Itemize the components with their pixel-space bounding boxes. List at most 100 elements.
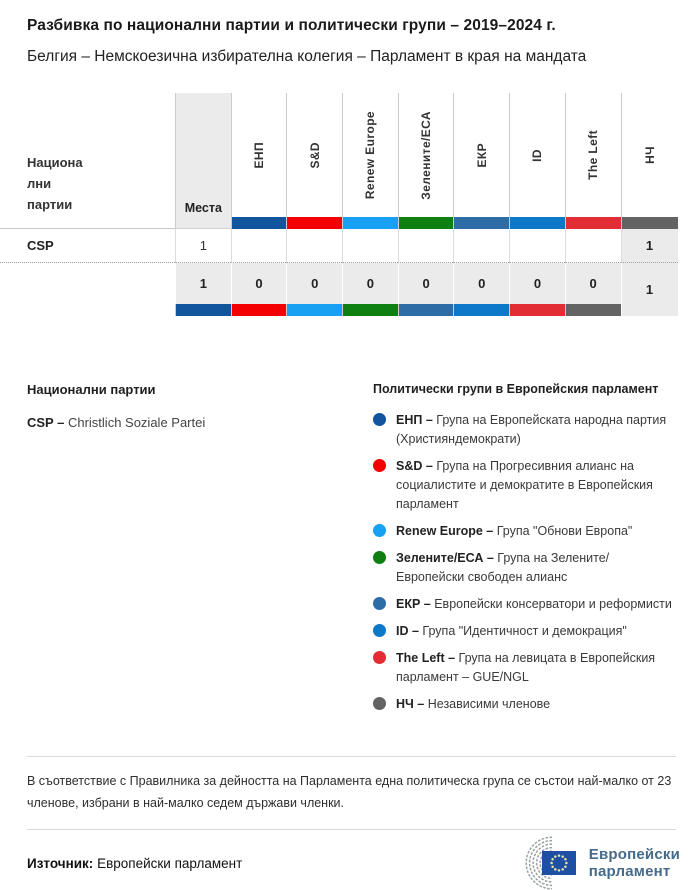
legend-text: ID – Група "Идентичност и демокрация"	[396, 624, 627, 638]
source-value: Европейски парламент	[97, 855, 243, 871]
legend-item: ЕНП – Група на Европейската народна парт…	[373, 411, 676, 449]
group-color-bar	[230, 304, 287, 316]
european-parliament-logo: Европейски парламент	[496, 836, 680, 890]
group-label: ID	[530, 148, 545, 162]
group-color-bar	[342, 304, 398, 316]
legend-text: Зелените/ЕСА – Група на Зелените/ Европе…	[396, 551, 610, 584]
group-label: ЕНП	[252, 141, 267, 169]
totals-row-spacer	[0, 263, 175, 304]
legend-item: ID – Група "Идентичност и демокрация"	[373, 622, 676, 641]
total-value: 0	[509, 263, 565, 304]
total-value: 1	[175, 263, 231, 304]
divider	[27, 829, 676, 830]
group-label: The Left	[586, 130, 601, 180]
page-title: Разбивка по национални партии и политиче…	[27, 17, 556, 34]
group-color-bar	[397, 217, 454, 229]
group-color-bar	[509, 217, 565, 229]
source-text: Източник: Европейски парламент	[27, 856, 242, 871]
group-color-dot	[373, 413, 386, 426]
legend-heading: Национални партии	[27, 382, 156, 397]
party-abbr: CSP –	[27, 415, 65, 430]
total-seats-value: 1	[620, 263, 678, 316]
cell-value	[564, 229, 621, 263]
legend-item: The Left – Група на левицата в Европейск…	[373, 649, 676, 687]
total-value: 0	[230, 263, 287, 304]
group-color-bar	[397, 304, 454, 316]
group-color-bar	[620, 217, 678, 229]
political-groups-legend: Политически групи в Европейския парламен…	[373, 382, 676, 722]
group-label: ЕКР	[474, 142, 489, 168]
legend-item: НЧ – Независими членове	[373, 695, 676, 714]
breakdown-table: Национа лни партии ЕНП S&D Renew Europe …	[0, 93, 700, 316]
legend-text: ЕНП – Група на Европейската народна парт…	[396, 413, 667, 446]
legend-item: Renew Europe – Група "Обнови Европа"	[373, 522, 676, 541]
group-color-dot	[373, 524, 386, 537]
group-color-dot	[373, 697, 386, 710]
divider	[27, 756, 676, 757]
header-line: лни	[27, 176, 52, 191]
cell-value	[453, 229, 510, 263]
page-subtitle: Белгия – Немскоезична избирателна колеги…	[27, 48, 587, 65]
cell-value	[286, 229, 343, 263]
group-color-bar	[564, 217, 621, 229]
cell-value	[397, 229, 454, 263]
legend-text: НЧ – Независими членове	[396, 697, 551, 711]
group-label: НЧ	[642, 146, 657, 164]
bottom-bar-spacer	[0, 304, 175, 316]
column-header-ni: НЧ	[620, 93, 678, 217]
group-color-bar	[175, 304, 231, 316]
cell-value	[342, 229, 398, 263]
group-label: Зелените/ЕСА	[419, 110, 434, 200]
group-color-dot	[373, 459, 386, 472]
header-line: Национа	[27, 155, 83, 170]
total-value: 0	[397, 263, 454, 304]
national-parties-legend: Национални партии CSP – Christlich Sozia…	[27, 382, 373, 722]
total-value: 0	[286, 263, 343, 304]
total-value: 0	[342, 263, 398, 304]
legends-section: Национални партии CSP – Christlich Sozia…	[27, 382, 676, 722]
column-header-ecr: ЕКР	[453, 93, 509, 217]
group-color-dot	[373, 597, 386, 610]
group-color-bar	[342, 217, 398, 229]
source-row: Източник: Европейски парламент	[27, 836, 680, 890]
group-color-bar	[230, 217, 287, 229]
source-label: Източник:	[27, 855, 94, 871]
column-header-renew: Renew Europe	[342, 93, 398, 217]
column-header-epp: ЕНП	[230, 93, 287, 217]
legend-text: The Left – Група на левицата в Европейск…	[396, 651, 656, 684]
column-header-greens: Зелените/ЕСА	[397, 93, 454, 217]
total-value: 0	[453, 263, 510, 304]
group-color-dot	[373, 651, 386, 664]
group-color-bar	[286, 217, 343, 229]
group-color-bar	[453, 304, 510, 316]
legend-item: Зелените/ЕСА – Група на Зелените/ Европе…	[373, 549, 676, 587]
group-color-bar	[564, 304, 621, 316]
group-color-dot	[373, 624, 386, 637]
column-header-id: ID	[509, 93, 565, 217]
legend-text: S&D – Група на Прогресивния алианс на со…	[396, 459, 653, 511]
parliament-hemicycle-icon	[525, 836, 576, 890]
group-color-bar	[453, 217, 510, 229]
row-seats-value: 1	[620, 229, 678, 263]
column-header-theleft: The Left	[564, 93, 621, 217]
logo-text: Европейски парламент	[589, 846, 680, 880]
footnote-text: В съответствие с Правилника за дейността…	[27, 774, 672, 810]
legend-item: S&D – Група на Прогресивния алианс на со…	[373, 457, 676, 514]
group-color-dot	[373, 551, 386, 564]
cell-value	[230, 229, 287, 263]
group-label: Renew Europe	[363, 110, 378, 200]
legend-heading: Политически групи в Европейския парламен…	[373, 382, 659, 396]
legend-item: ЕКР – Европейски консерватори и реформис…	[373, 595, 676, 614]
legend-text: Renew Europe – Група "Обнови Европа"	[396, 524, 633, 538]
header-line: партии	[27, 197, 73, 212]
column-header-national-parties: Национа лни партии	[0, 93, 175, 229]
legend-item: CSP – Christlich Soziale Partei	[27, 413, 373, 432]
cell-value	[509, 229, 565, 263]
party-name: Christlich Soziale Partei	[67, 415, 206, 430]
cell-value: 1	[175, 229, 231, 263]
party-row-label: CSP	[0, 229, 175, 263]
column-header-seats: Места	[175, 93, 231, 229]
group-color-bar	[286, 304, 343, 316]
group-color-bar	[509, 304, 565, 316]
total-value: 0	[564, 263, 621, 304]
